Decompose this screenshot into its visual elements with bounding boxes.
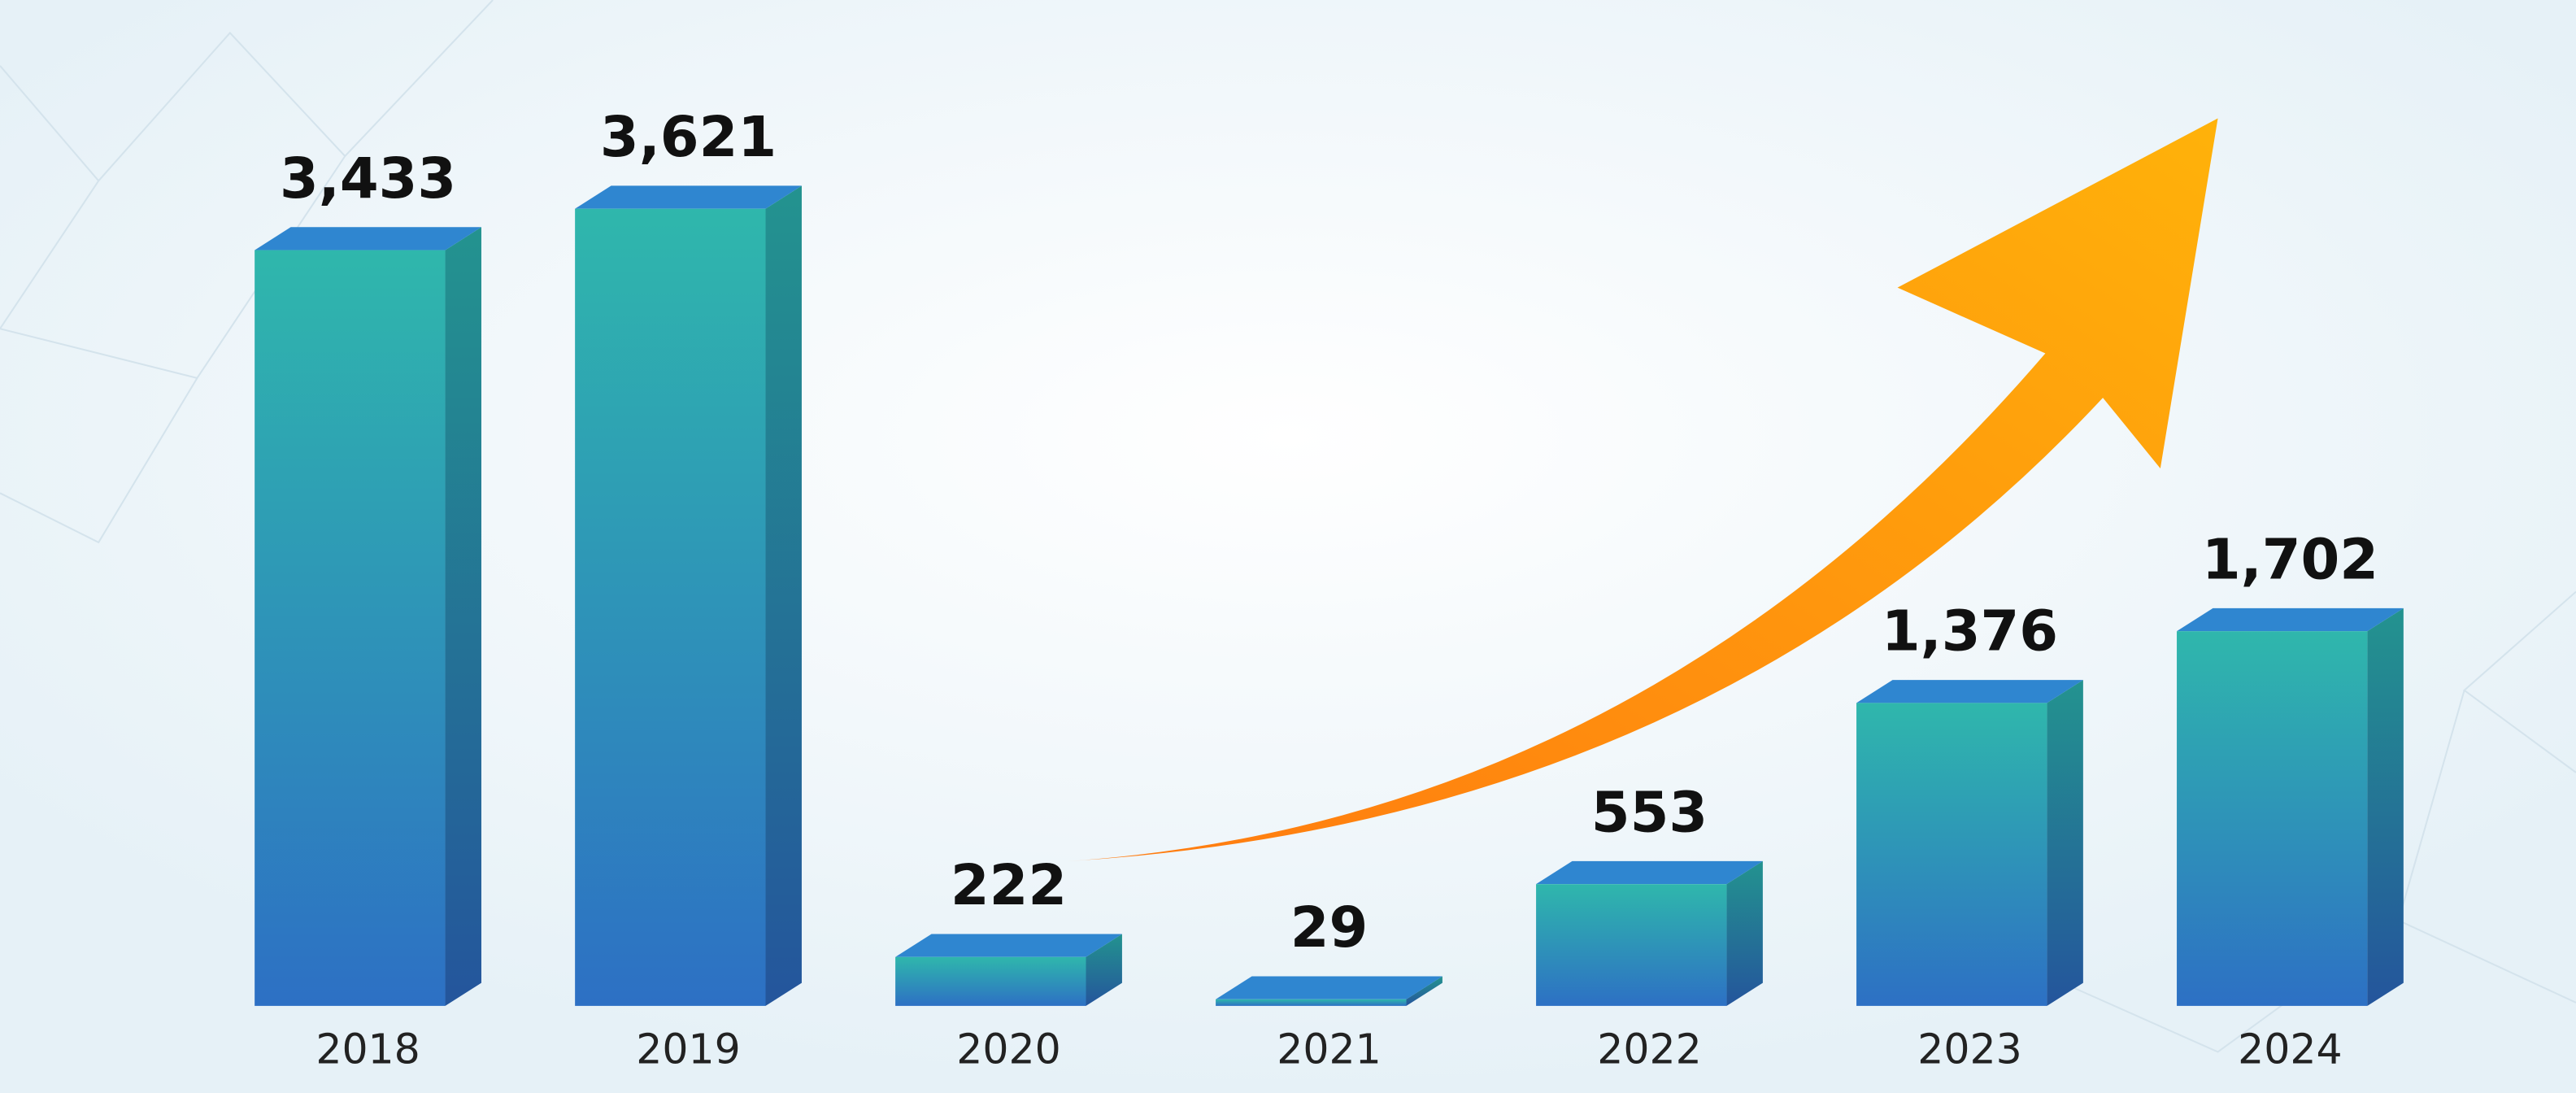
bar xyxy=(1856,703,2047,1006)
x-tick-label: 2020 xyxy=(956,1026,1061,1073)
value-label: 1,702 xyxy=(2202,527,2378,592)
bar xyxy=(2177,631,2368,1006)
value-label: 222 xyxy=(951,853,1067,918)
bar-side xyxy=(2047,680,2083,1006)
bar-side xyxy=(1086,934,1122,1006)
x-tick-label: 2023 xyxy=(1917,1026,2022,1073)
value-label: 29 xyxy=(1290,895,1368,960)
bar xyxy=(575,208,766,1006)
bar-side xyxy=(765,185,802,1006)
bar-side xyxy=(2367,607,2404,1006)
bar-side xyxy=(1406,976,1442,1006)
bar-top xyxy=(255,227,481,250)
bar-top xyxy=(575,185,802,209)
x-tick-label: 2024 xyxy=(2238,1026,2343,1073)
value-label: 3,433 xyxy=(280,146,456,211)
bar xyxy=(1216,999,1407,1006)
bar-side xyxy=(445,227,481,1006)
value-label: 1,376 xyxy=(1882,599,2058,664)
bar-top xyxy=(1216,976,1442,999)
bar-top xyxy=(1536,860,1763,885)
value-label: 3,621 xyxy=(600,105,777,170)
value-label: 553 xyxy=(1591,781,1708,846)
bar xyxy=(1536,884,1727,1006)
x-tick-label: 2021 xyxy=(1277,1026,1382,1073)
x-tick-label: 2019 xyxy=(636,1026,741,1073)
trend-arrow xyxy=(1068,118,2218,862)
bars: 3,433 2018 3,621 2019 222 2020 29 2021 553 2022 1,… xyxy=(255,105,2404,1073)
bar-side xyxy=(1726,860,1763,1006)
bar xyxy=(255,250,446,1006)
bar-top xyxy=(895,934,1122,957)
x-tick-label: 2018 xyxy=(315,1026,420,1073)
x-tick-label: 2022 xyxy=(1597,1026,1702,1073)
bar-top xyxy=(2177,607,2404,632)
bar xyxy=(895,956,1086,1006)
bar-top xyxy=(1856,680,2083,703)
